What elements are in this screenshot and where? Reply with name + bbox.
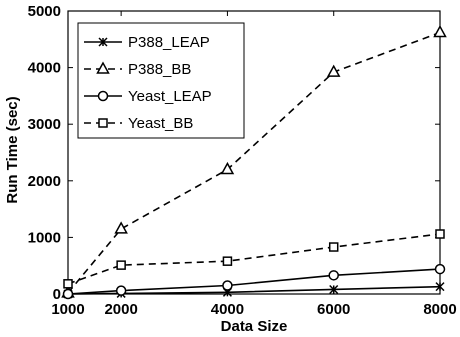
data-point-p388-leap xyxy=(329,284,339,295)
y-axis-label: Run Time (sec) xyxy=(4,96,21,203)
data-point-yeast-leap xyxy=(115,285,127,296)
legend-item-p388-bb: P388_BB xyxy=(84,61,191,78)
series-p388-bb xyxy=(61,24,447,298)
x-tick-label: 6000 xyxy=(317,301,350,318)
legend: P388_LEAP P388_BB Yeast_LEAP Yeast_BB xyxy=(77,22,245,139)
data-point-p388-bb xyxy=(326,64,341,77)
series-yeast-leap xyxy=(62,263,446,300)
legend-label: P388_BB xyxy=(128,61,191,78)
legend-marker xyxy=(97,90,109,102)
x-tick-label: 4000 xyxy=(211,301,244,318)
data-point-yeast-leap xyxy=(328,270,339,281)
y-tick-label: 2000 xyxy=(28,173,61,190)
data-point-yeast-bb xyxy=(116,260,126,270)
plot-frame xyxy=(67,10,441,295)
legend-item-p388-leap: P388_LEAP xyxy=(84,34,210,51)
legend-marker xyxy=(96,61,110,74)
series-yeast-bb xyxy=(63,229,445,289)
y-axis-ticks: 0 1000 2000 3000 4000 5000 xyxy=(28,3,440,303)
legend-items: P388_LEAP P388_BB Yeast_LEAP Yeast_BB xyxy=(84,34,212,132)
legend-item-yeast-leap: Yeast_LEAP xyxy=(84,88,212,105)
legend-label: P388_LEAP xyxy=(128,34,210,51)
legend-marker xyxy=(98,37,108,47)
y-tick-label: 3000 xyxy=(28,116,61,133)
data-point-p388-bb xyxy=(220,161,235,175)
data-point-yeast-bb xyxy=(328,242,339,252)
data-point-yeast-leap xyxy=(62,288,74,300)
data-point-p388-bb xyxy=(114,221,128,234)
y-tick-label: 4000 xyxy=(28,60,61,77)
data-point-yeast-leap xyxy=(434,263,446,275)
y-tick-label: 1000 xyxy=(28,229,61,246)
y-tick-label: 5000 xyxy=(28,3,61,20)
data-point-yeast-bb xyxy=(222,256,233,266)
legend-marker xyxy=(98,118,108,128)
data-point-p388-leap xyxy=(435,282,445,292)
x-axis-label: Data Size xyxy=(221,318,288,335)
data-point-yeast-bb xyxy=(63,279,73,289)
series-layer xyxy=(61,24,447,300)
data-point-p388-bb xyxy=(433,24,447,38)
data-point-yeast-leap xyxy=(222,280,233,291)
data-point-yeast-bb xyxy=(435,229,445,239)
series-line-yeast-bb xyxy=(67,233,441,285)
y-tick-label: 0 xyxy=(53,286,61,303)
legend-label: Yeast_BB xyxy=(128,115,193,132)
x-tick-label: 8000 xyxy=(423,301,456,318)
legend-item-yeast-bb: Yeast_BB xyxy=(84,115,193,132)
x-tick-label: 2000 xyxy=(104,301,137,318)
legend-label: Yeast_LEAP xyxy=(128,88,212,105)
x-tick-label: 1000 xyxy=(51,301,84,318)
